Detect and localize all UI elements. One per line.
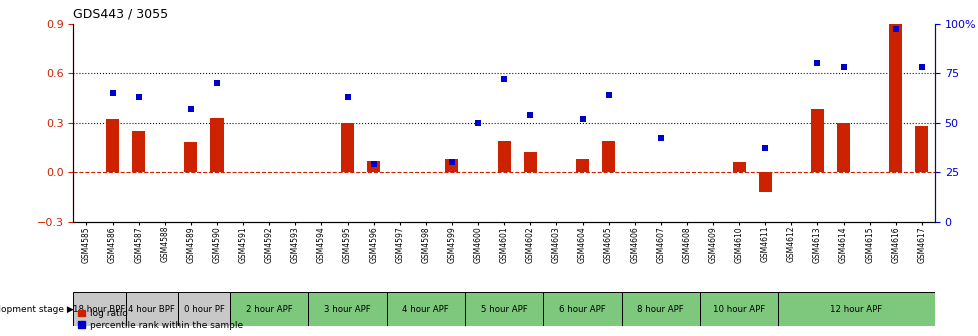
- Bar: [340, 123, 354, 172]
- Bar: [778, 292, 934, 326]
- Bar: [132, 131, 145, 172]
- Text: 3 hour APF: 3 hour APF: [324, 305, 371, 313]
- Text: 0 hour PF: 0 hour PF: [183, 305, 224, 313]
- Text: 5 hour APF: 5 hour APF: [480, 305, 527, 313]
- Text: 12 hour APF: 12 hour APF: [829, 305, 882, 313]
- Bar: [810, 110, 823, 172]
- Bar: [836, 123, 849, 172]
- Bar: [601, 141, 614, 172]
- Text: 4 hour BPF: 4 hour BPF: [128, 305, 175, 313]
- Text: GDS443 / 3055: GDS443 / 3055: [73, 8, 168, 21]
- Text: 2 hour APF: 2 hour APF: [245, 305, 292, 313]
- Text: 10 hour APF: 10 hour APF: [712, 305, 765, 313]
- Bar: [106, 119, 119, 172]
- Bar: [523, 153, 536, 172]
- Bar: [125, 292, 178, 326]
- Bar: [621, 292, 699, 326]
- Bar: [732, 162, 745, 172]
- Bar: [178, 292, 230, 326]
- Bar: [888, 24, 902, 172]
- Bar: [184, 142, 198, 172]
- Bar: [575, 159, 589, 172]
- Bar: [73, 292, 125, 326]
- Bar: [308, 292, 386, 326]
- Text: 8 hour APF: 8 hour APF: [637, 305, 684, 313]
- Bar: [445, 159, 458, 172]
- Text: development stage ▶: development stage ▶: [0, 305, 73, 313]
- Text: 18 hour BPF: 18 hour BPF: [73, 305, 125, 313]
- Bar: [497, 141, 511, 172]
- Legend: log ratio, percentile rank within the sample: log ratio, percentile rank within the sa…: [78, 309, 243, 330]
- Text: 6 hour APF: 6 hour APF: [558, 305, 605, 313]
- Bar: [210, 118, 223, 172]
- Bar: [543, 292, 621, 326]
- Bar: [699, 292, 778, 326]
- Bar: [758, 172, 771, 192]
- Bar: [230, 292, 308, 326]
- Bar: [367, 161, 379, 172]
- Bar: [465, 292, 543, 326]
- Bar: [914, 126, 927, 172]
- Bar: [386, 292, 465, 326]
- Text: 4 hour APF: 4 hour APF: [402, 305, 449, 313]
